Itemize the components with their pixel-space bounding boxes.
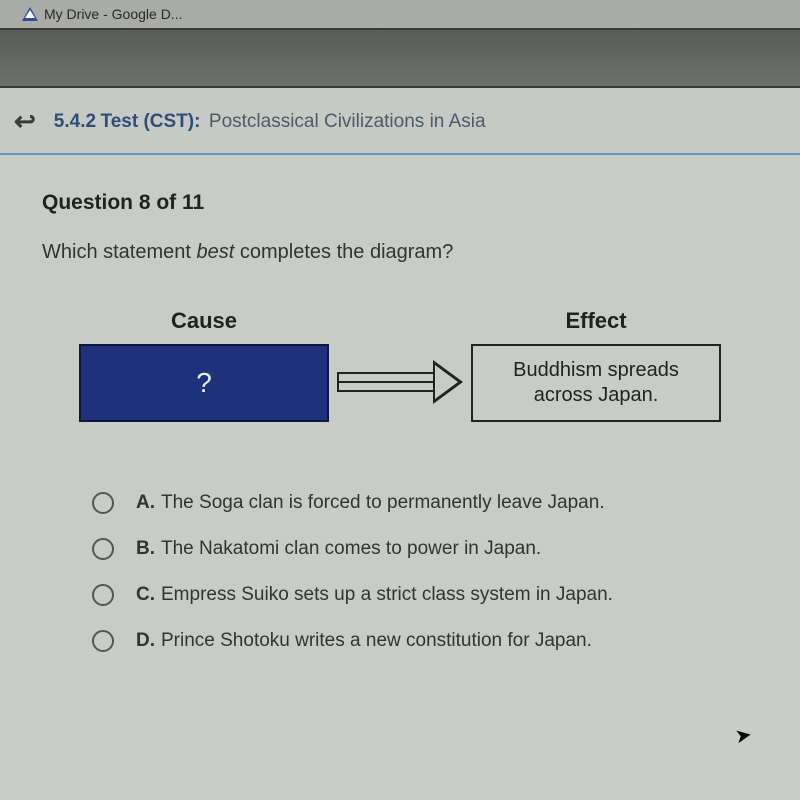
choice-text: Prince Shotoku writes a new constitution… [161,630,592,651]
answer-choices: A. The Soga clan is forced to permanently… [92,492,758,652]
choice-letter: B. [136,538,155,559]
radio-icon[interactable] [92,492,114,514]
arrow-icon [337,360,463,404]
prompt-emphasis: best [197,241,235,263]
back-arrow-icon[interactable]: ↩ [14,106,36,137]
test-title: Postclassical Civilizations in Asia [209,111,486,132]
cursor-icon: ➤ [733,722,754,750]
choice-a[interactable]: A. The Soga clan is forced to permanently… [92,492,758,514]
drive-icon [22,7,38,21]
test-label: Test (CST): [101,111,201,132]
choice-text: The Soga clan is forced to permanently l… [161,492,605,513]
choice-d[interactable]: D. Prince Shotoku writes a new constituti… [92,630,758,652]
choice-text: The Nakatomi clan comes to power in Japa… [161,538,541,559]
question-content: Question 8 of 11 Which statement best co… [0,155,800,652]
window-chrome-band [0,28,800,88]
choice-b[interactable]: B. The Nakatomi clan comes to power in Ja… [92,538,758,560]
prompt-post: completes the diagram? [234,241,453,263]
question-number: Question 8 of 11 [42,191,758,215]
cause-column: Cause ? [79,308,329,422]
prompt-pre: Which statement [42,241,197,263]
radio-icon[interactable] [92,538,114,560]
effect-box: Buddhism spreads across Japan. [471,344,721,422]
choice-c[interactable]: C. Empress Suiko sets up a strict class s… [92,584,758,606]
tab-title[interactable]: My Drive - Google D... [44,6,182,22]
choice-letter: D. [136,630,155,651]
radio-icon[interactable] [92,584,114,606]
browser-tab-bar: My Drive - Google D... [0,0,800,28]
choice-letter: A. [136,492,155,513]
choice-text: Empress Suiko sets up a strict class sys… [161,584,613,605]
cause-box: ? [79,344,329,422]
test-code: 5.4.2 [54,111,96,132]
test-header: ↩ 5.4.2 Test (CST): Postclassical Civili… [0,88,800,155]
choice-letter: C. [136,584,155,605]
effect-heading: Effect [565,308,626,334]
effect-column: Effect Buddhism spreads across Japan. [471,308,721,422]
cause-effect-diagram: Cause ? Effect Buddhism spreads across J… [42,308,758,422]
cause-heading: Cause [171,308,237,334]
question-prompt: Which statement best completes the diagr… [42,241,758,264]
radio-icon[interactable] [92,630,114,652]
